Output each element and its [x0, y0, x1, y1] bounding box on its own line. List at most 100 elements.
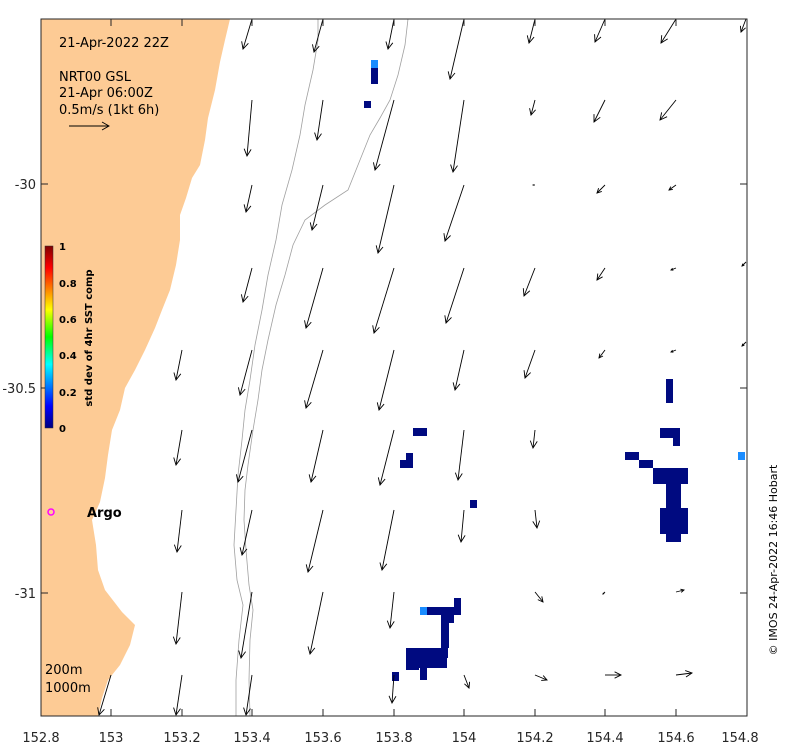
sst-cell: [413, 648, 448, 658]
current-vector: [675, 670, 693, 678]
isobath-1000m-label: 1000m: [45, 681, 91, 696]
current-vector: [463, 674, 471, 689]
x-tick-label: 153.2: [163, 731, 200, 746]
current-vector: [741, 261, 747, 267]
sst-cell: [673, 438, 680, 446]
land-area: [41, 19, 230, 716]
current-vector: [240, 267, 253, 303]
current-vector: [450, 99, 465, 173]
current-vector: [594, 18, 606, 43]
current-vector: [376, 349, 395, 411]
current-vector: [377, 429, 395, 486]
current-vector: [457, 509, 466, 544]
sst-cell: [653, 468, 688, 484]
current-vector: [309, 184, 324, 231]
x-tick-label: 153.8: [375, 731, 412, 746]
x-tick-labels: 152.8 153 153.2 153.4 153.6 153.8 154 15…: [22, 731, 758, 746]
current-vector: [239, 509, 253, 556]
x-tick-label: 154.4: [586, 731, 623, 746]
current-vector: [308, 429, 324, 483]
y-tick-label: -30: [15, 178, 36, 193]
x-tick-label: 153: [99, 731, 124, 746]
current-vector: [304, 267, 324, 329]
vector-scale-arrow: [69, 121, 110, 131]
sst-cell: [392, 672, 399, 681]
current-vector: [237, 349, 253, 396]
current-vector: [173, 429, 183, 466]
current-vector: [529, 99, 536, 116]
sst-cells: [364, 60, 745, 681]
colorbar-tick-label: 0.2: [59, 388, 77, 399]
current-vector: [305, 509, 324, 573]
credit-text: © IMOS 24-Apr-2022 16:46 Hobart: [767, 464, 780, 655]
sst-cell: [371, 60, 378, 68]
sst-cell: [420, 668, 427, 680]
colorbar: [44, 245, 54, 429]
current-vector: [241, 18, 253, 50]
x-tick-label: 154: [452, 731, 477, 746]
sst-cell: [364, 101, 371, 108]
current-vector: [605, 671, 623, 679]
current-vector: [593, 99, 606, 123]
current-vector: [172, 591, 183, 645]
y-tick-labels: -30 -30.5 -31: [2, 178, 36, 602]
sst-cell: [660, 508, 688, 534]
current-vector: [660, 18, 677, 44]
colorbar-tick-label: 0.8: [59, 279, 77, 290]
current-vector: [534, 674, 548, 681]
current-vector: [312, 18, 324, 53]
current-vector: [314, 99, 324, 141]
sst-cell: [371, 68, 378, 84]
current-vector: [304, 349, 324, 409]
current-vector: [452, 349, 465, 391]
x-tick-label: 154.8: [721, 731, 758, 746]
current-vector: [523, 349, 536, 379]
colorbar-tick-label: 0.4: [59, 351, 77, 362]
data-source-time: 21-Apr 06:00Z: [59, 86, 153, 101]
sst-cell: [441, 615, 454, 623]
map-timestamp: 21-Apr-2022 22Z: [59, 36, 169, 51]
current-vector: [173, 509, 183, 553]
x-tick-label: 154.6: [657, 731, 694, 746]
current-vector: [238, 591, 253, 659]
sst-cell: [406, 453, 413, 461]
current-vector: [443, 184, 465, 242]
sst-cell: [400, 460, 413, 468]
current-vector: [454, 429, 465, 481]
sst-cell: [454, 598, 461, 607]
isobath-200m: [233, 19, 319, 716]
current-vector: [173, 674, 183, 716]
y-tick-label: -31: [15, 587, 36, 602]
sst-cell: [666, 484, 681, 508]
sst-cell: [427, 607, 461, 615]
x-tick-label: 152.8: [22, 731, 59, 746]
x-tick-label: 153.6: [304, 731, 341, 746]
current-vector: [670, 267, 677, 271]
sst-cell: [666, 534, 681, 542]
x-tick-label: 154.2: [516, 731, 553, 746]
current-vector: [386, 591, 395, 630]
current-vector: [675, 588, 685, 593]
sst-cell: [666, 379, 673, 403]
current-vector: [173, 349, 183, 381]
sst-cell: [660, 428, 680, 438]
current-vector: [741, 341, 747, 347]
argo-label: Argo: [87, 506, 122, 521]
current-vector: [447, 18, 465, 80]
colorbar-tick-label: 0.6: [59, 315, 77, 326]
current-vector: [375, 184, 395, 254]
current-vector: [739, 18, 747, 33]
sst-cell: [413, 658, 447, 668]
current-vector: [243, 674, 253, 716]
current-vector: [596, 267, 606, 281]
current-vector: [522, 267, 536, 297]
current-vector: [97, 674, 112, 716]
current-vector: [532, 509, 541, 530]
current-vector: [598, 349, 606, 359]
current-vector: [243, 184, 253, 213]
current-vector: [379, 509, 395, 571]
vector-scale-label: 0.5m/s (1kt 6h): [59, 103, 159, 118]
current-vector: [670, 349, 677, 353]
colorbar-tick-label: 0: [59, 424, 66, 435]
